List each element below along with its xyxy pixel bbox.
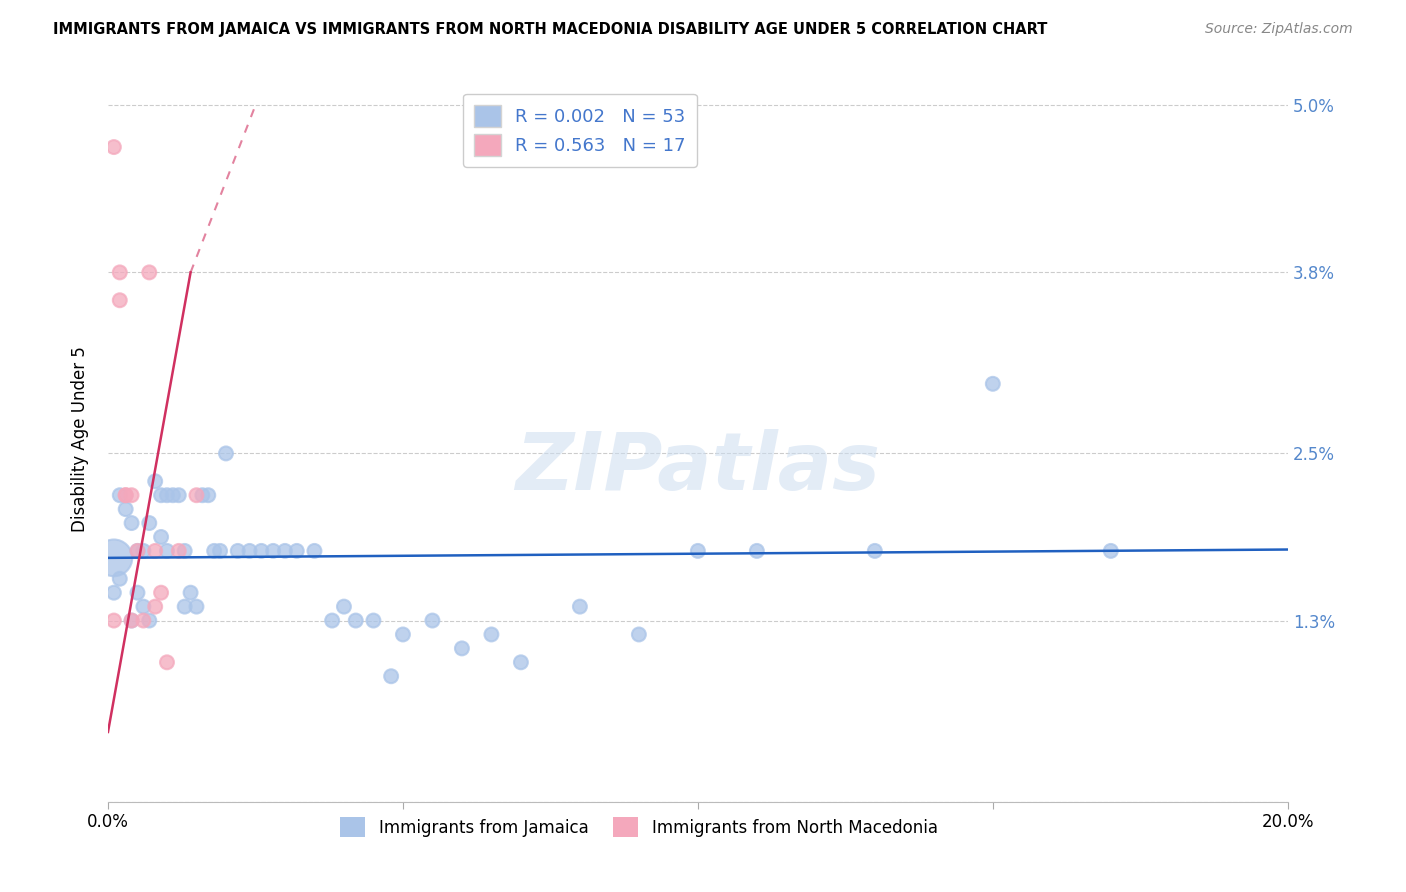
Point: [451, 641, 474, 656]
Point: [363, 614, 385, 628]
Point: [262, 544, 284, 558]
Point: [132, 544, 155, 558]
Point: [156, 488, 179, 502]
Point: [215, 446, 238, 460]
Point: [686, 544, 709, 558]
Point: [132, 599, 155, 614]
Point: [114, 488, 136, 502]
Point: [150, 585, 173, 599]
Point: [108, 488, 131, 502]
Point: [150, 488, 173, 502]
Point: [132, 614, 155, 628]
Point: [180, 585, 202, 599]
Point: [509, 656, 531, 670]
Point: [173, 544, 195, 558]
Point: [197, 488, 219, 502]
Point: [344, 614, 367, 628]
Point: [333, 599, 356, 614]
Point: [162, 488, 184, 502]
Point: [422, 614, 444, 628]
Point: [143, 475, 166, 489]
Point: [121, 614, 143, 628]
Point: [226, 544, 249, 558]
Point: [103, 140, 125, 154]
Point: [202, 544, 225, 558]
Point: [138, 265, 160, 279]
Text: Source: ZipAtlas.com: Source: ZipAtlas.com: [1205, 22, 1353, 37]
Text: IMMIGRANTS FROM JAMAICA VS IMMIGRANTS FROM NORTH MACEDONIA DISABILITY AGE UNDER : IMMIGRANTS FROM JAMAICA VS IMMIGRANTS FR…: [53, 22, 1047, 37]
Point: [108, 265, 131, 279]
Point: [103, 585, 125, 599]
Point: [127, 544, 149, 558]
Point: [173, 599, 195, 614]
Point: [285, 544, 308, 558]
Text: ZIPatlas: ZIPatlas: [516, 429, 880, 508]
Point: [108, 572, 131, 586]
Point: [121, 516, 143, 530]
Point: [392, 627, 415, 641]
Legend: Immigrants from Jamaica, Immigrants from North Macedonia: Immigrants from Jamaica, Immigrants from…: [333, 810, 945, 844]
Point: [150, 530, 173, 544]
Point: [138, 516, 160, 530]
Point: [121, 488, 143, 502]
Point: [745, 544, 768, 558]
Point: [191, 488, 214, 502]
Point: [238, 544, 260, 558]
Point: [167, 544, 190, 558]
Point: [167, 488, 190, 502]
Point: [568, 599, 591, 614]
Point: [143, 544, 166, 558]
Point: [121, 614, 143, 628]
Point: [304, 544, 326, 558]
Point: [127, 585, 149, 599]
Point: [1099, 544, 1122, 558]
Point: [321, 614, 343, 628]
Point: [274, 544, 297, 558]
Point: [186, 599, 208, 614]
Point: [156, 544, 179, 558]
Point: [138, 614, 160, 628]
Point: [186, 488, 208, 502]
Point: [103, 550, 125, 565]
Point: [250, 544, 273, 558]
Y-axis label: Disability Age Under 5: Disability Age Under 5: [72, 347, 89, 533]
Point: [103, 614, 125, 628]
Point: [380, 669, 402, 683]
Point: [481, 627, 503, 641]
Point: [127, 544, 149, 558]
Point: [114, 488, 136, 502]
Point: [981, 376, 1004, 391]
Point: [209, 544, 232, 558]
Point: [156, 656, 179, 670]
Point: [863, 544, 886, 558]
Point: [114, 502, 136, 516]
Point: [143, 599, 166, 614]
Point: [627, 627, 650, 641]
Point: [108, 293, 131, 308]
